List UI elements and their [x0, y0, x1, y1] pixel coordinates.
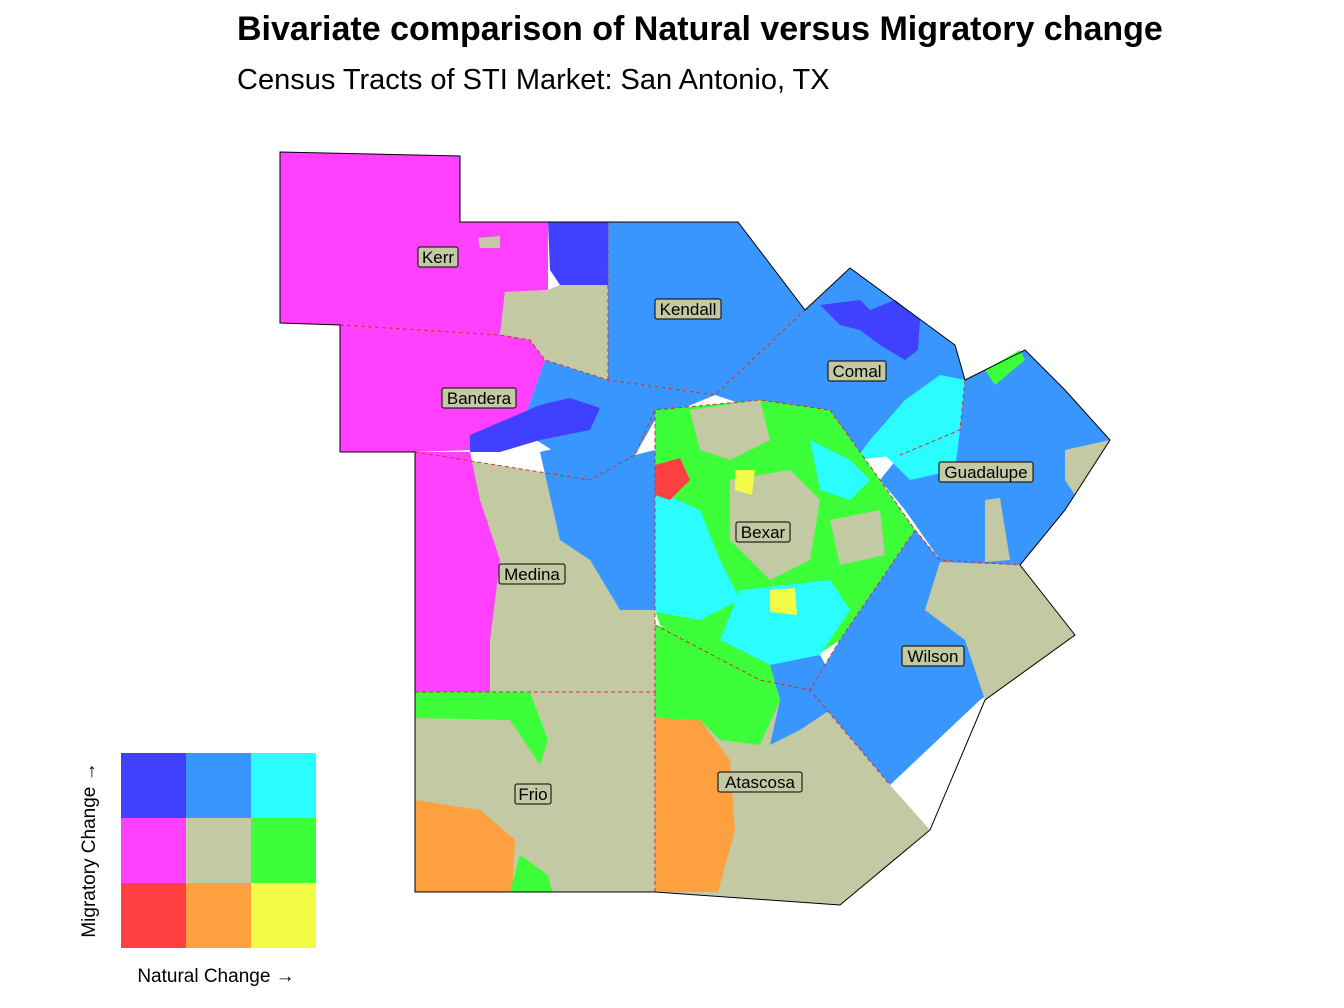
svg-text:Kendall: Kendall: [660, 300, 717, 319]
svg-text:Wilson: Wilson: [907, 647, 958, 666]
bexar-tract-cyan-east: [810, 440, 870, 500]
legend-x-axis-label: Natural Change →: [137, 966, 295, 987]
legend-cell: [121, 818, 186, 883]
county-label-guadalupe: Guadalupe: [938, 461, 1034, 483]
bexar-tract-cyan-south: [720, 580, 850, 665]
svg-text:Bandera: Bandera: [447, 389, 512, 408]
atascosa-tract-orange: [655, 718, 735, 892]
kerr-tract-beige: [500, 285, 608, 380]
bexar-tract-beige-east: [830, 510, 885, 565]
county-label-wilson: Wilson: [901, 645, 965, 667]
county-label-bandera: Bandera: [441, 387, 517, 409]
legend-cell: [186, 753, 251, 818]
medina-tract-blue: [540, 440, 655, 610]
bexar-tract-yellow: [770, 588, 797, 615]
svg-text:Bexar: Bexar: [741, 523, 786, 542]
guadalupe-county-region: [880, 350, 1110, 565]
bexar-tract-cyan-west: [655, 490, 740, 620]
svg-text:Guadalupe: Guadalupe: [944, 463, 1027, 482]
guadalupe-tract-beige: [1065, 440, 1110, 495]
svg-text:Medina: Medina: [504, 565, 560, 584]
wilson-tract-beige: [925, 562, 1075, 700]
county-boundaries: [339, 222, 1021, 892]
county-label-frio: Frio: [514, 783, 552, 805]
kerr-tract-blue: [548, 222, 608, 285]
county-label-atascosa: Atascosa: [717, 771, 803, 793]
legend-y-axis-label: Migratory Change →: [79, 762, 100, 938]
county-label-comal: Comal: [827, 360, 887, 382]
kerr-county-region: [280, 152, 548, 335]
legend-cell: [121, 883, 186, 948]
legend-cell: [121, 753, 186, 818]
bexar-tract-beige-north: [690, 400, 770, 460]
legend-cell: [251, 753, 316, 818]
guadalupe-tract-green: [985, 350, 1025, 385]
map-title: Bivariate comparison of Natural versus M…: [237, 10, 1163, 48]
svg-text:Kerr: Kerr: [422, 248, 454, 267]
map-subtitle: Census Tracts of STI Market: San Antonio…: [237, 64, 830, 96]
legend-cell: [251, 818, 316, 883]
county-label-kerr: Kerr: [417, 246, 459, 268]
bexar-tract-red: [655, 458, 690, 500]
frio-tract-green-south: [510, 855, 552, 892]
medina-tract-magenta: [415, 452, 500, 692]
bexar-tract-yellow-2: [735, 470, 755, 495]
kerr-tract-beige-small: [478, 236, 500, 248]
county-label-kendall: Kendall: [654, 298, 722, 320]
legend-cell: [186, 818, 251, 883]
bivariate-legend-grid: [121, 753, 316, 948]
legend-cell: [186, 883, 251, 948]
svg-text:Comal: Comal: [832, 362, 881, 381]
bandera-tract-purple: [470, 398, 600, 452]
market-outline: [279, 151, 1111, 906]
county-label-medina: Medina: [498, 563, 566, 585]
svg-text:Atascosa: Atascosa: [725, 773, 795, 792]
svg-text:Frio: Frio: [518, 785, 547, 804]
frio-tract-orange: [415, 800, 515, 892]
guadalupe-tract-beige-2: [985, 498, 1010, 562]
frio-tract-green: [415, 692, 548, 765]
county-label-bexar: Bexar: [735, 521, 791, 543]
comal-tract-purple: [820, 300, 920, 360]
legend-cell: [251, 883, 316, 948]
atascosa-tract-green: [655, 625, 780, 745]
atascosa-tract-blue: [770, 655, 845, 745]
